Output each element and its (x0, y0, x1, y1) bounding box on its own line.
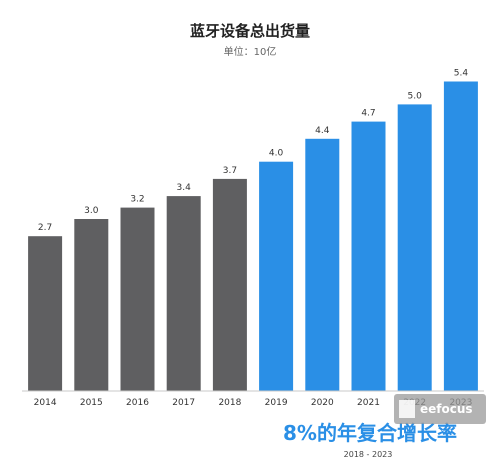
value-label-2016: 3.2 (130, 195, 144, 205)
bar-2014 (28, 236, 63, 391)
chart-subtitle: 单位：10亿 (224, 45, 277, 58)
value-label-2017: 3.4 (177, 183, 192, 193)
bar-2019 (259, 161, 294, 391)
bar-2021 (351, 121, 386, 391)
cagr-annotation: 8%的年复合增长率 (283, 421, 457, 445)
bar-2017 (166, 196, 201, 391)
bar-2015 (74, 219, 109, 391)
watermark-logo: eefocus (394, 394, 486, 424)
bar-2023 (443, 81, 478, 391)
bar-2022 (397, 104, 432, 392)
value-label-2021: 4.7 (361, 109, 375, 119)
x-tick-label-2021: 2021 (357, 398, 380, 408)
value-label-2019: 4.0 (269, 149, 284, 159)
x-tick-label-2015: 2015 (80, 398, 103, 408)
chart-title: 蓝牙设备总出货量 (190, 22, 310, 40)
bar-2018 (212, 178, 247, 391)
x-tick-label-2014: 2014 (34, 398, 57, 408)
cagr-range-label: 2018 - 2023 (344, 450, 393, 459)
x-tick-label-2019: 2019 (265, 398, 288, 408)
bar-2016 (120, 207, 155, 391)
value-label-2018: 3.7 (223, 166, 237, 176)
value-label-2014: 2.7 (38, 223, 52, 233)
value-label-2020: 4.4 (315, 126, 330, 136)
x-tick-label-2020: 2020 (311, 398, 334, 408)
bar-2020 (305, 138, 340, 391)
x-tick-label-2016: 2016 (126, 398, 149, 408)
watermark-text: eefocus (420, 402, 473, 416)
value-label-2022: 5.0 (408, 91, 423, 101)
x-tick-label-2017: 2017 (172, 398, 195, 408)
value-label-2015: 3.0 (84, 206, 99, 216)
bars-group: 2.7 2014 3.0 2015 3.2 2016 3.4 2017 3.7 2018 4.0 20… (28, 69, 478, 408)
x-tick-label-2018: 2018 (218, 398, 241, 408)
value-label-2023: 5.4 (454, 69, 469, 79)
